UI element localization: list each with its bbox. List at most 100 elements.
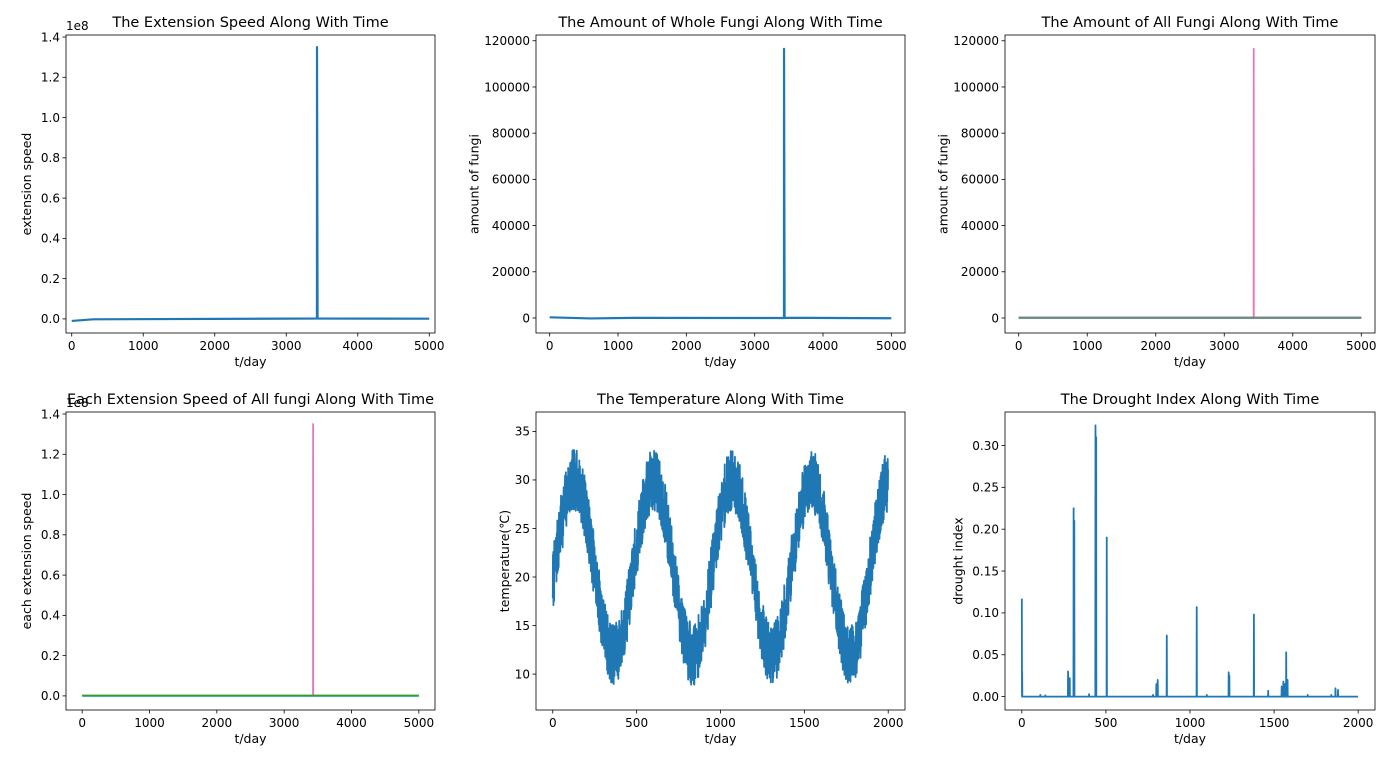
series-line-1 [82, 423, 419, 697]
x-tick-label: 1000 [603, 339, 634, 353]
y-tick-label: 0.6 [41, 568, 60, 582]
axes-frame [1004, 34, 1376, 334]
y-tick-label: 15 [515, 619, 530, 633]
series-line-1 [1020, 424, 1359, 698]
x-axis-label: t/day [1174, 731, 1207, 746]
x-tick-label: 4000 [342, 339, 373, 353]
x-axis-label: t/day [704, 731, 737, 746]
chart-panel-5: 0 500 1000 1500 2000 10 15 20 25 30 35 The Temperat… [497, 392, 906, 746]
axes-frame [65, 34, 436, 334]
series-group [1020, 424, 1359, 698]
series-line-1 [71, 45, 430, 323]
y-tick-label: 30 [515, 473, 530, 487]
x-tick-label: 0 [68, 339, 76, 353]
series-group [549, 47, 892, 320]
series-group [1018, 47, 1362, 319]
series-line-1 [1018, 47, 1362, 319]
y-axis-label: drought index [951, 517, 966, 604]
y-tick-label: 100000 [953, 80, 999, 94]
x-tick-label: 1500 [789, 716, 820, 730]
chart-panel-6: 0 500 1000 1500 2000 0.00 0.05 0.10 0.15 0.20 0.25… [951, 392, 1376, 746]
axes-frame [1004, 411, 1376, 711]
y-tick-label: 0 [991, 311, 999, 325]
x-axis-label: t/day [704, 354, 737, 369]
y-tick-label: 20 [515, 570, 530, 584]
series-group [82, 423, 419, 697]
x-tick-label: 2000 [1343, 716, 1374, 730]
y-axis-label: amount of fungi [935, 134, 950, 234]
x-tick-label: 2000 [1140, 339, 1171, 353]
chart-title: The Amount of Whole Fungi Along With Tim… [557, 15, 882, 31]
y-tick-label: 1.2 [41, 448, 60, 462]
series-line-1 [549, 47, 892, 320]
x-tick-label: 0 [1015, 339, 1023, 353]
y-axis-label: extension speed [19, 133, 34, 236]
y-tick-label: 0.15 [972, 564, 999, 578]
y-tick-label: 1.0 [41, 488, 60, 502]
x-tick-label: 3000 [271, 339, 302, 353]
y-tick-label: 40000 [492, 219, 530, 233]
chart-title: The Extension Speed Along With Time [111, 15, 388, 31]
chart-panel-1: 0 1000 2000 3000 4000 5000 0.0 0.2 0.4 0.6 0.8 1.0 1… [19, 15, 444, 369]
x-tick-label: 1500 [1259, 716, 1290, 730]
y-tick-label: 35 [515, 425, 530, 439]
axes-frame [65, 411, 436, 711]
y-tick-label: 0.00 [972, 690, 999, 704]
axis-offset-text: 1e8 [66, 396, 89, 410]
y-axis-label: each extension speed [19, 493, 34, 630]
x-tick-label: 500 [625, 716, 648, 730]
x-tick-label: 5000 [414, 339, 445, 353]
x-tick-label: 4000 [336, 716, 367, 730]
axis-offset-text: 1e8 [66, 19, 89, 33]
y-tick-label: 20000 [961, 265, 999, 279]
x-tick-label: 2000 [671, 339, 702, 353]
x-tick-label: 1000 [134, 716, 165, 730]
x-tick-label: 1000 [1175, 716, 1206, 730]
x-tick-label: 5000 [404, 716, 435, 730]
chart-title: The Drought Index Along With Time [1060, 392, 1320, 408]
x-tick-label: 1000 [128, 339, 159, 353]
y-tick-label: 25 [515, 522, 530, 536]
axes-frame [535, 34, 906, 334]
y-tick-label: 0.25 [972, 481, 999, 495]
y-tick-label: 80000 [492, 126, 530, 140]
y-tick-label: 0.8 [41, 151, 60, 165]
y-tick-label: 40000 [961, 219, 999, 233]
x-tick-label: 0 [549, 716, 557, 730]
x-tick-label: 2000 [202, 716, 233, 730]
x-tick-label: 0 [78, 716, 86, 730]
y-tick-label: 1.2 [41, 71, 60, 85]
x-tick-label: 1000 [705, 716, 736, 730]
x-tick-label: 3000 [1209, 339, 1240, 353]
x-tick-label: 4000 [808, 339, 839, 353]
y-tick-label: 0.30 [972, 439, 999, 453]
y-tick-label: 60000 [492, 173, 530, 187]
y-tick-label: 0.4 [41, 232, 60, 246]
x-tick-label: 0 [546, 339, 554, 353]
x-axis-label: t/day [234, 731, 267, 746]
y-tick-label: 10 [515, 667, 530, 681]
x-tick-label: 500 [1094, 716, 1117, 730]
y-tick-label: 100000 [484, 80, 530, 94]
x-tick-label: 3000 [739, 339, 770, 353]
x-tick-label: 4000 [1278, 339, 1309, 353]
x-tick-label: 5000 [1346, 339, 1377, 353]
series-group [71, 45, 430, 323]
y-tick-label: 1.4 [41, 30, 60, 44]
chart-panel-3: 0 1000 2000 3000 4000 5000 0 20000 40000 60000 800… [935, 15, 1376, 369]
y-tick-label: 0.05 [972, 648, 999, 662]
x-tick-label: 5000 [876, 339, 907, 353]
y-tick-label: 0.0 [41, 689, 60, 703]
x-axis-label: t/day [1174, 354, 1207, 369]
y-tick-label: 0.2 [41, 649, 60, 663]
y-tick-label: 20000 [492, 265, 530, 279]
y-tick-label: 1.0 [41, 111, 60, 125]
y-tick-label: 120000 [484, 34, 530, 48]
series-group [551, 449, 889, 686]
y-tick-label: 0.2 [41, 272, 60, 286]
x-tick-label: 2000 [199, 339, 230, 353]
x-axis-label: t/day [234, 354, 267, 369]
y-tick-label: 0.0 [41, 312, 60, 326]
x-tick-label: 3000 [269, 716, 300, 730]
